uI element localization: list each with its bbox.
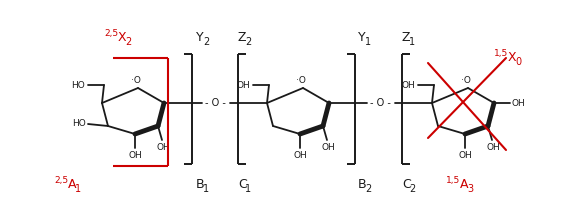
Text: ·O: ·O — [461, 76, 471, 85]
Text: HO: HO — [71, 81, 85, 89]
Text: A: A — [68, 178, 77, 191]
Text: A: A — [460, 178, 468, 191]
Text: OH: OH — [321, 143, 335, 152]
Text: B: B — [196, 178, 204, 191]
Text: 2: 2 — [409, 184, 415, 194]
Text: - O -: - O - — [370, 98, 391, 108]
Text: 2: 2 — [203, 37, 209, 47]
Text: OH: OH — [401, 81, 415, 89]
Text: - O -: - O - — [205, 98, 226, 108]
Text: 1: 1 — [245, 184, 251, 194]
Text: Z: Z — [238, 31, 247, 44]
Text: Y: Y — [196, 31, 204, 44]
Text: X: X — [118, 31, 127, 44]
Text: Z: Z — [402, 31, 411, 44]
Text: X: X — [508, 51, 517, 64]
Text: OH: OH — [293, 151, 307, 160]
Text: 2: 2 — [365, 184, 372, 194]
Text: C: C — [238, 178, 247, 191]
Text: OH: OH — [156, 143, 170, 152]
Text: 1,5: 1,5 — [494, 49, 508, 58]
Text: B: B — [358, 178, 367, 191]
Text: ·O: ·O — [296, 76, 306, 85]
Text: 2,5: 2,5 — [54, 176, 68, 185]
Text: 1,5: 1,5 — [446, 176, 460, 185]
Text: OH: OH — [486, 143, 500, 152]
Text: OH: OH — [128, 151, 142, 160]
Text: HO: HO — [72, 119, 86, 129]
Text: 2: 2 — [125, 37, 131, 47]
Text: C: C — [402, 178, 411, 191]
Text: Y: Y — [358, 31, 366, 44]
Text: 1: 1 — [203, 184, 209, 194]
Text: 3: 3 — [467, 184, 473, 194]
Text: 1: 1 — [409, 37, 415, 47]
Text: ·O: ·O — [131, 76, 141, 85]
Text: OH: OH — [512, 98, 526, 108]
Text: 2: 2 — [245, 37, 251, 47]
Text: OH: OH — [458, 151, 472, 160]
Text: 0: 0 — [515, 57, 521, 67]
Text: 1: 1 — [365, 37, 371, 47]
Text: 2,5: 2,5 — [104, 29, 118, 38]
Text: 1: 1 — [75, 184, 81, 194]
Text: OH: OH — [236, 81, 250, 89]
